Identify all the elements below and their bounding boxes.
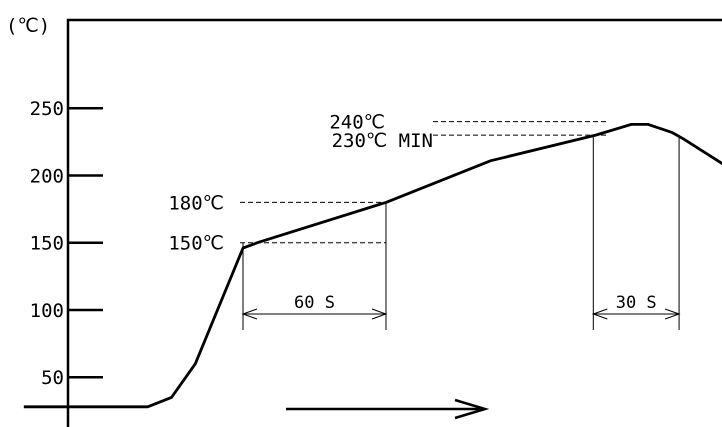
- annotation-t230: 230℃ MIN: [332, 130, 433, 152]
- dimension-arrowhead: [241, 308, 258, 320]
- time-direction-arrow: [286, 398, 490, 420]
- y-tick-label: 100: [30, 300, 64, 322]
- reference-lines: [240, 121, 680, 330]
- dimension-label: 60 S: [294, 293, 335, 313]
- dimension-label: 30 S: [616, 293, 657, 313]
- y-tick-label: 250: [30, 98, 64, 120]
- y-tick-label: 50: [41, 367, 64, 389]
- axes: (℃): [6, 15, 722, 427]
- dimension-arrowhead: [371, 308, 388, 320]
- y-tick-label: 150: [30, 233, 64, 255]
- y-tick-label: 200: [30, 165, 64, 187]
- dimension-arrowhead: [591, 308, 608, 320]
- dimension-arrowhead: [664, 308, 681, 320]
- annotation-t240: 240℃: [329, 112, 385, 134]
- temperature-curve: [23, 123, 722, 409]
- y-axis-ticks: 50 100 150 200 250: [30, 98, 103, 389]
- plot-frame: [66, 18, 722, 427]
- annotation-t180: 180℃: [168, 192, 224, 214]
- annotation-t150: 150℃: [168, 233, 224, 255]
- duration-dimensions: 60 S 30 S: [241, 293, 681, 320]
- unit-label: (℃): [6, 15, 50, 37]
